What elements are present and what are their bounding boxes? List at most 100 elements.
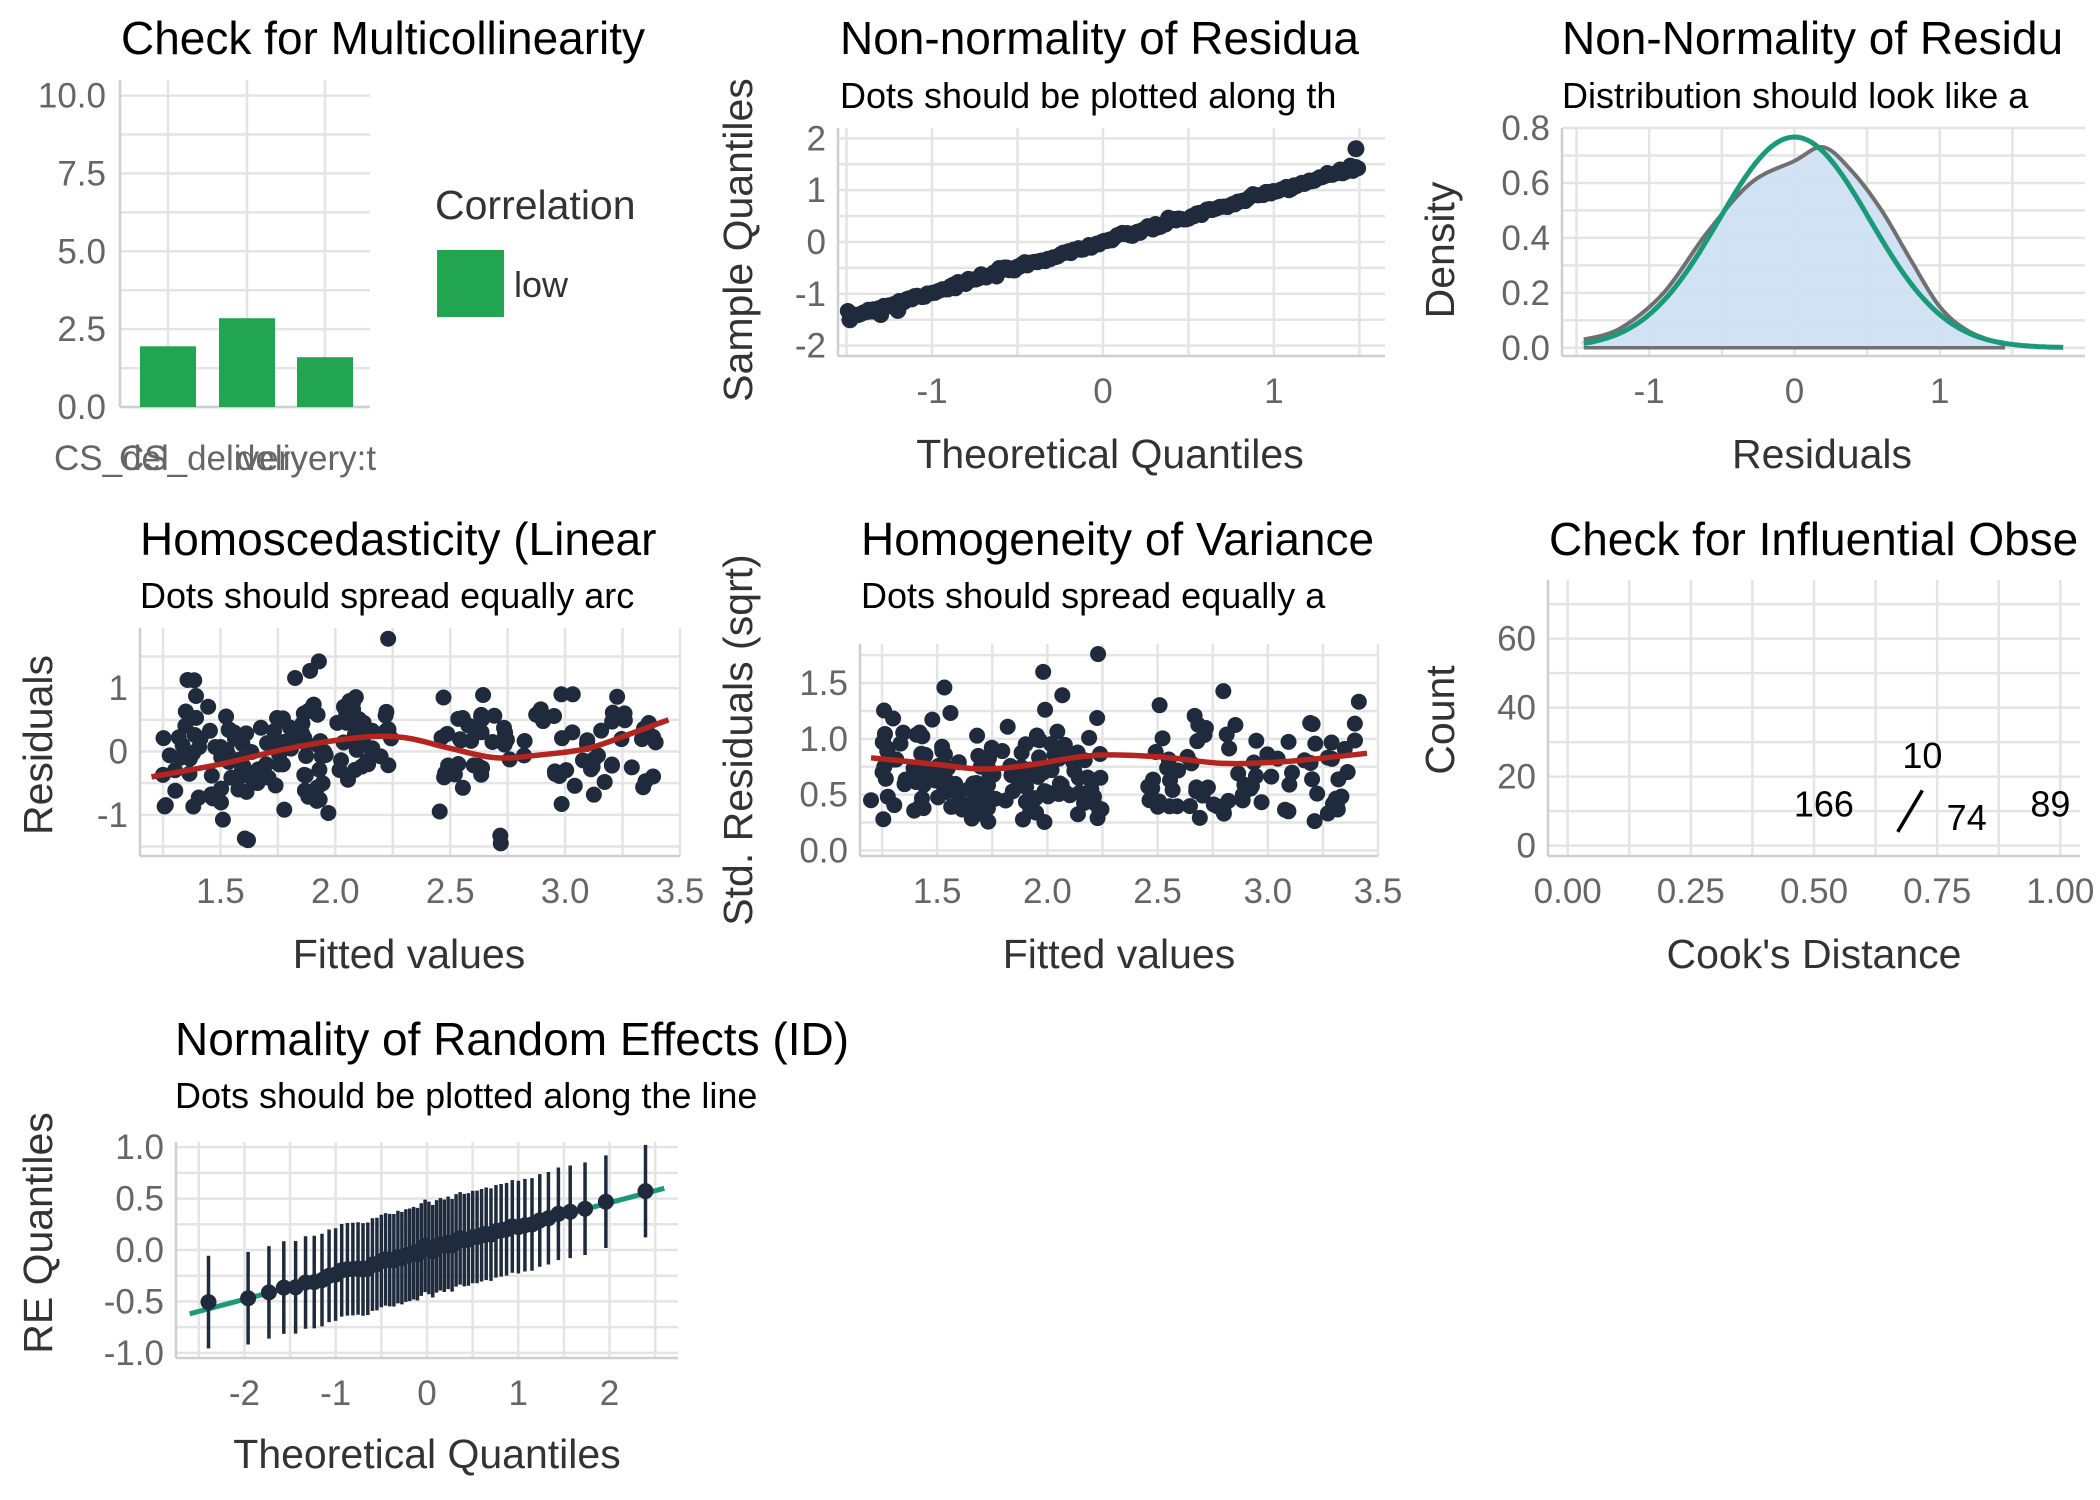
density-subtitle: Distribution should look like a: [1562, 75, 2029, 116]
residual-point: [238, 783, 255, 800]
legend-label-low: low: [514, 264, 569, 305]
residual-point: [475, 686, 492, 703]
x-tick-label: 0: [1785, 372, 1804, 411]
std-residual-point: [1281, 776, 1298, 793]
homosced-subtitle: Dots should spread equally arc: [140, 575, 634, 616]
std-residual-point: [1081, 729, 1098, 746]
std-residual-point: [936, 679, 953, 696]
std-residual-point: [969, 727, 986, 744]
y-tick-label: 2: [807, 119, 826, 158]
qq-plot: -1 0 1 -2 -1 0 1 2: [795, 119, 1385, 411]
residual-point: [177, 703, 194, 720]
y-tick-label: 60: [1497, 620, 1536, 659]
std-residual-point: [1221, 740, 1238, 757]
residual-point: [623, 759, 640, 776]
y-tick-label: 1: [109, 669, 128, 708]
re-point: [240, 1290, 257, 1307]
re-y-label: RE Quantiles: [15, 1112, 61, 1354]
vif-bar-2: [219, 318, 275, 407]
residual-point: [637, 773, 654, 790]
std-residual-point: [1243, 778, 1260, 795]
residual-point: [431, 803, 448, 820]
residual-point: [433, 729, 450, 746]
residual-point: [348, 741, 365, 758]
cooks-distance-segment: [1896, 789, 1924, 833]
std-residual-point: [1280, 733, 1297, 750]
residual-point: [484, 733, 501, 750]
qq-subtitle: Dots should be plotted along th: [840, 75, 1336, 116]
observation-label: 74: [1947, 797, 1987, 838]
std-residual-point: [942, 704, 959, 721]
legend-title: Correlation: [435, 182, 636, 228]
std-residual-point: [879, 742, 896, 759]
x-tick-label: 0.75: [1903, 872, 1971, 911]
std-residual-point: [1169, 798, 1186, 815]
residual-point: [492, 835, 509, 852]
homosced-title: Homoscedasticity (Linear: [140, 513, 656, 565]
y-tick-label: 0.2: [1501, 274, 1550, 313]
residual-point: [240, 832, 256, 849]
std-residual-point: [960, 797, 977, 814]
std-residual-point: [937, 780, 954, 797]
std-residual-point: [1037, 701, 1054, 718]
std-residual-point: [1140, 778, 1157, 795]
vif-legend: Correlation low: [435, 182, 636, 317]
influential-x-label: Cook's Distance: [1667, 931, 1962, 977]
residual-point: [310, 653, 327, 670]
std-residual-point: [897, 771, 914, 788]
residual-point: [186, 726, 203, 743]
observation-label: 89: [2030, 783, 2070, 824]
residual-point: [558, 762, 575, 779]
residual-point: [497, 724, 514, 741]
std-residual-point: [1253, 794, 1270, 811]
std-residual-point: [1090, 646, 1107, 663]
std-residual-point: [1197, 719, 1214, 736]
vif-bar-1: [140, 346, 196, 407]
x-tick-label: 0.00: [1534, 872, 1602, 911]
residual-point: [345, 701, 362, 718]
std-residual-point: [1280, 803, 1297, 820]
std-residual-point: [886, 797, 903, 814]
std-residual-point: [1154, 730, 1171, 747]
x-tick-label: delivery:t: [236, 439, 376, 478]
legend-swatch-low: [437, 250, 504, 317]
vif-bars: [140, 318, 353, 407]
panel-homoscedasticity: Homoscedasticity (Linear Dots should spr…: [15, 513, 704, 977]
residual-point: [297, 767, 314, 784]
residual-point: [579, 732, 596, 749]
x-tick-label: 3.0: [541, 872, 590, 911]
density-y-label: Density: [1417, 181, 1463, 318]
y-tick-label: -1: [97, 796, 128, 835]
residual-point: [304, 698, 321, 715]
residual-point: [311, 761, 328, 778]
std-residual-point: [1092, 769, 1109, 786]
y-tick-label: 1.0: [115, 1128, 164, 1167]
std-residual-point: [1324, 795, 1341, 812]
residual-point: [378, 703, 395, 720]
re-plot: -2 -1 0 1 2 -1.0 -0.5 0.0 0.5 1.0: [104, 1128, 678, 1413]
qq-point: [872, 306, 890, 324]
x-tick-label: 3.5: [1354, 872, 1403, 911]
y-tick-label: 40: [1497, 689, 1536, 728]
residual-point: [190, 789, 207, 806]
residual-point: [380, 721, 397, 738]
std-residual-point: [1199, 779, 1216, 796]
homogeneity-title: Homogeneity of Variance: [861, 513, 1374, 565]
std-residual-point: [1350, 693, 1367, 710]
x-tick-label: CS_delivery: [119, 439, 308, 478]
residual-point: [584, 759, 601, 776]
y-tick-label: 1.0: [799, 720, 848, 759]
std-residual-point: [1323, 734, 1340, 751]
residual-point: [248, 771, 265, 788]
loess-smooth-line: [151, 717, 670, 780]
re-point: [550, 1205, 567, 1222]
re-point: [637, 1183, 654, 1200]
residual-point: [593, 722, 610, 739]
std-residual-point: [1263, 768, 1280, 785]
density-x-label: Residuals: [1732, 431, 1912, 477]
residual-point: [201, 722, 218, 739]
std-residual-point: [1284, 764, 1301, 781]
std-residual-point: [994, 743, 1011, 760]
